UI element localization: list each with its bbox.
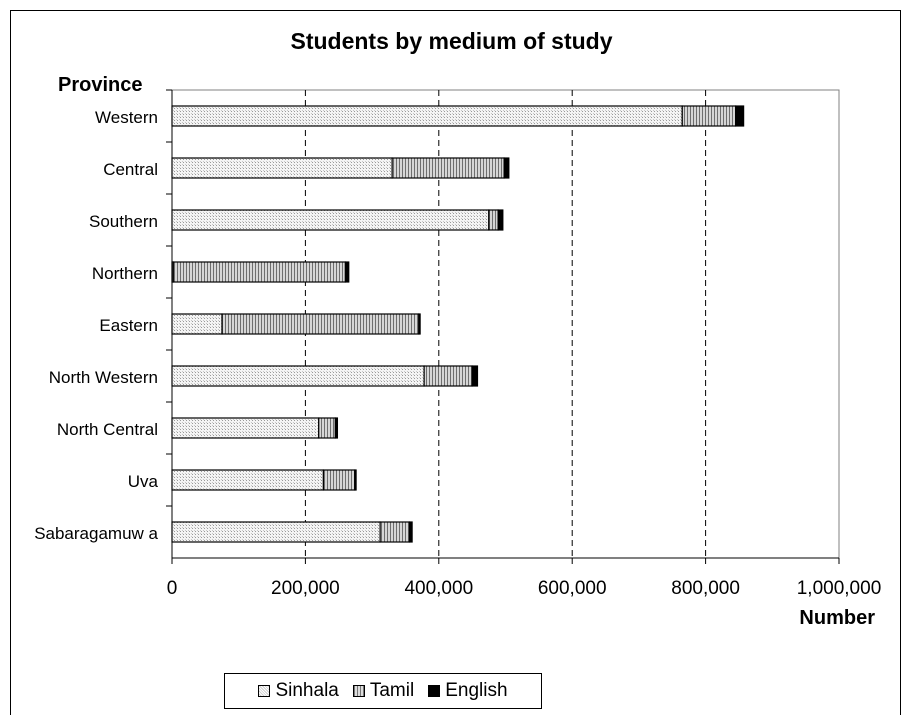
category-label-6: North Central: [57, 420, 158, 439]
bar-english-3: [344, 261, 350, 283]
category-label-2: Southern: [89, 212, 158, 231]
bar-sinhala-1: [171, 157, 393, 179]
bar-tamil-3: [172, 261, 347, 283]
x-tick-label-4: 800,000: [671, 578, 740, 599]
chart-frame: [10, 10, 901, 715]
x-tick-label-0: 0: [167, 578, 178, 599]
category-label-8: Sabaragamuw a: [34, 524, 158, 543]
category-label-5: North Western: [49, 368, 158, 387]
bar-english-1: [503, 157, 510, 179]
x-axis-title: Number: [799, 607, 875, 629]
bar-english-0: [735, 105, 745, 127]
bar-english-7: [354, 469, 357, 491]
legend-item-english: English: [428, 680, 508, 702]
bar-tamil-7: [322, 469, 356, 491]
category-label-1: Central: [103, 160, 158, 179]
bar-sinhala-0: [171, 105, 683, 127]
y-axis-title: Province: [58, 74, 143, 96]
bar-tamil-5: [423, 365, 473, 387]
x-tick-label-5: 1,000,000: [797, 578, 882, 599]
bar-sinhala-7: [171, 469, 325, 491]
legend-swatch-english: [428, 685, 441, 697]
category-label-4: Eastern: [99, 316, 158, 335]
legend-swatch-sinhala: [258, 685, 271, 697]
bar-sinhala-5: [171, 365, 425, 387]
legend-label-tamil: Tamil: [369, 680, 415, 701]
bar-english-4: [418, 313, 421, 335]
bar-english-2: [497, 209, 504, 231]
legend-label-sinhala: Sinhala: [275, 680, 339, 701]
category-label-0: Western: [95, 108, 158, 127]
bar-sinhala-2: [171, 209, 490, 231]
bar-tamil-1: [391, 157, 505, 179]
x-tick-label-1: 200,000: [271, 578, 340, 599]
bar-sinhala-8: [171, 521, 381, 543]
category-label-7: Uva: [128, 472, 159, 491]
bar-tamil-8: [379, 521, 411, 543]
x-tick-label-3: 600,000: [538, 578, 607, 599]
bar-english-8: [408, 521, 413, 543]
bar-tamil-4: [221, 313, 420, 335]
legend-swatch-tamil: [352, 685, 365, 697]
chart-title: Students by medium of study: [290, 28, 613, 54]
legend-item-sinhala: Sinhala: [258, 680, 339, 702]
bar-sinhala-4: [171, 313, 223, 335]
category-label-3: Northern: [92, 264, 158, 283]
bar-tamil-0: [681, 105, 737, 127]
bar-tamil-2: [488, 209, 499, 231]
bar-sinhala-6: [171, 417, 320, 439]
legend-label-english: English: [445, 680, 508, 701]
legend: Sinhala Tamil English: [224, 673, 542, 709]
bar-tamil-6: [318, 417, 337, 439]
x-tick-label-2: 400,000: [404, 578, 473, 599]
bar-english-6: [334, 417, 339, 439]
legend-item-tamil: Tamil: [352, 680, 415, 702]
bar-english-5: [471, 365, 479, 387]
